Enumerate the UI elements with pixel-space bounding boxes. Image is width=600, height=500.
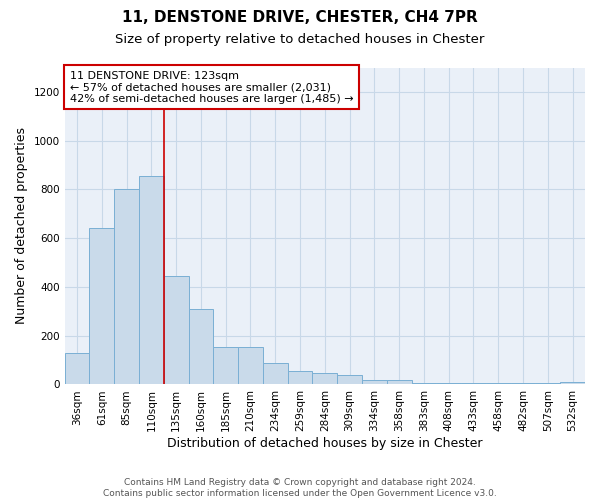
Bar bbox=[486, 383, 511, 384]
Bar bbox=[412, 383, 436, 384]
Text: 11 DENSTONE DRIVE: 123sqm
← 57% of detached houses are smaller (2,031)
42% of se: 11 DENSTONE DRIVE: 123sqm ← 57% of detac… bbox=[70, 70, 353, 104]
Y-axis label: Number of detached properties: Number of detached properties bbox=[15, 128, 28, 324]
Text: Contains HM Land Registry data © Crown copyright and database right 2024.
Contai: Contains HM Land Registry data © Crown c… bbox=[103, 478, 497, 498]
Bar bbox=[313, 374, 337, 384]
Bar bbox=[362, 380, 387, 384]
X-axis label: Distribution of detached houses by size in Chester: Distribution of detached houses by size … bbox=[167, 437, 482, 450]
Bar bbox=[560, 382, 585, 384]
Bar bbox=[461, 383, 486, 384]
Bar bbox=[238, 346, 263, 385]
Bar bbox=[535, 383, 560, 384]
Bar bbox=[139, 176, 164, 384]
Bar bbox=[337, 374, 362, 384]
Bar bbox=[114, 190, 139, 384]
Text: 11, DENSTONE DRIVE, CHESTER, CH4 7PR: 11, DENSTONE DRIVE, CHESTER, CH4 7PR bbox=[122, 10, 478, 25]
Bar bbox=[511, 383, 535, 384]
Bar bbox=[387, 380, 412, 384]
Bar bbox=[164, 276, 188, 384]
Bar bbox=[65, 353, 89, 384]
Bar bbox=[188, 309, 214, 384]
Bar bbox=[89, 228, 114, 384]
Bar bbox=[214, 346, 238, 385]
Bar bbox=[287, 371, 313, 384]
Bar bbox=[263, 362, 287, 384]
Bar bbox=[436, 383, 461, 384]
Text: Size of property relative to detached houses in Chester: Size of property relative to detached ho… bbox=[115, 32, 485, 46]
